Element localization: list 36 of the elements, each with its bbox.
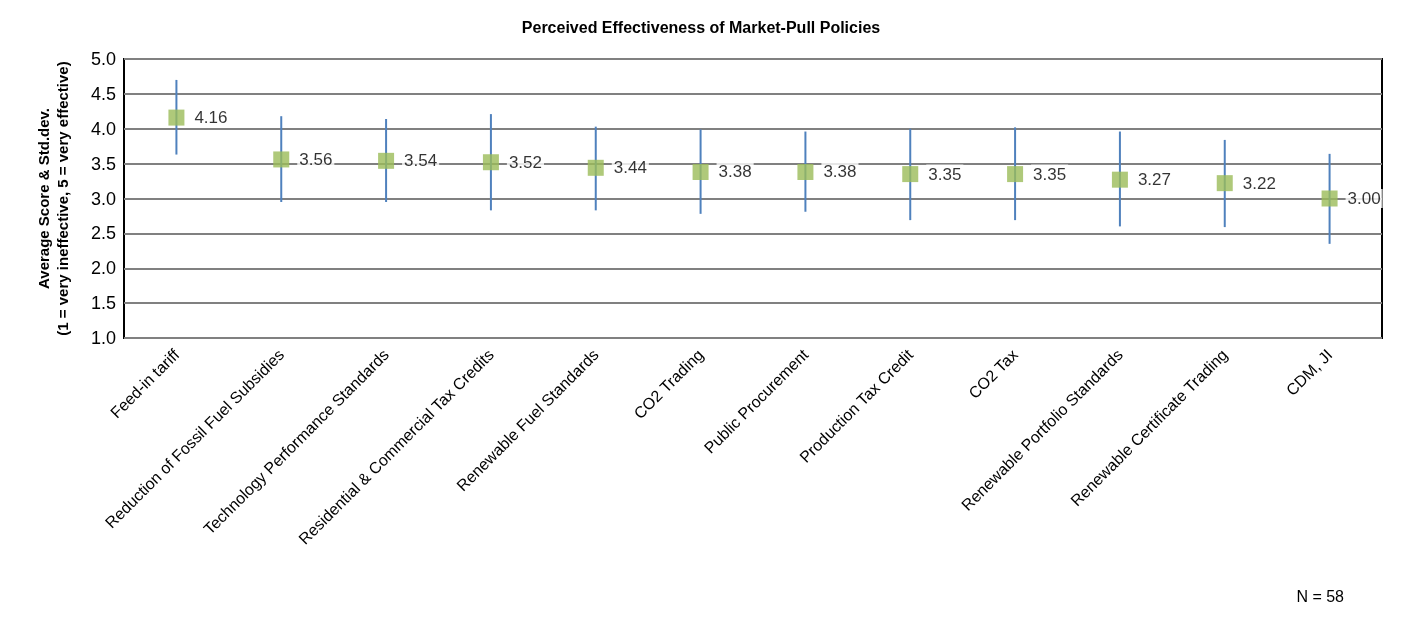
y-tick-label: 4.5 — [90, 83, 116, 104]
y-tick-label: 3.5 — [90, 153, 116, 174]
chart-title: Perceived Effectiveness of Market-Pull Policies — [521, 18, 881, 36]
point — [797, 163, 814, 180]
data-label: 3.00 — [1347, 189, 1381, 208]
y-tick-label: 4.0 — [90, 118, 116, 139]
point — [587, 159, 604, 176]
point — [902, 166, 919, 183]
point — [1007, 166, 1024, 183]
y-tick-label: 2.0 — [90, 258, 116, 279]
point — [273, 151, 290, 168]
data-label: 3.44 — [613, 158, 647, 178]
point — [692, 163, 709, 180]
y-tick-label: 1.5 — [90, 293, 116, 314]
point — [378, 152, 395, 169]
text: N = 58 — [1296, 587, 1345, 605]
y-tick-label: 2.5 — [90, 223, 116, 244]
point — [168, 109, 185, 126]
data-label: 3.38 — [718, 162, 752, 182]
point — [1216, 175, 1233, 192]
y-axis-title: Average Score & Std.dev. (1 = very ineffective, 5 = very effective) — [35, 61, 71, 336]
data-label: 3.54 — [404, 151, 438, 171]
point — [482, 154, 499, 171]
data-label: 3.38 — [823, 162, 857, 182]
data-label: 3.52 — [508, 152, 543, 172]
data-label: 3.56 — [299, 149, 333, 169]
y-tick-label: 3.0 — [90, 188, 116, 209]
point — [1321, 190, 1338, 207]
y-tick-label: 5.0 — [90, 49, 116, 69]
point — [1111, 171, 1128, 188]
data-label: 3.22 — [1242, 173, 1276, 193]
data-label: 3.27 — [1137, 170, 1172, 190]
data-label: 4.16 — [194, 108, 228, 128]
data-label: 3.35 — [928, 164, 962, 184]
y-tick-label: 1.0 — [90, 328, 116, 348]
data-label: 3.35 — [1033, 164, 1067, 184]
